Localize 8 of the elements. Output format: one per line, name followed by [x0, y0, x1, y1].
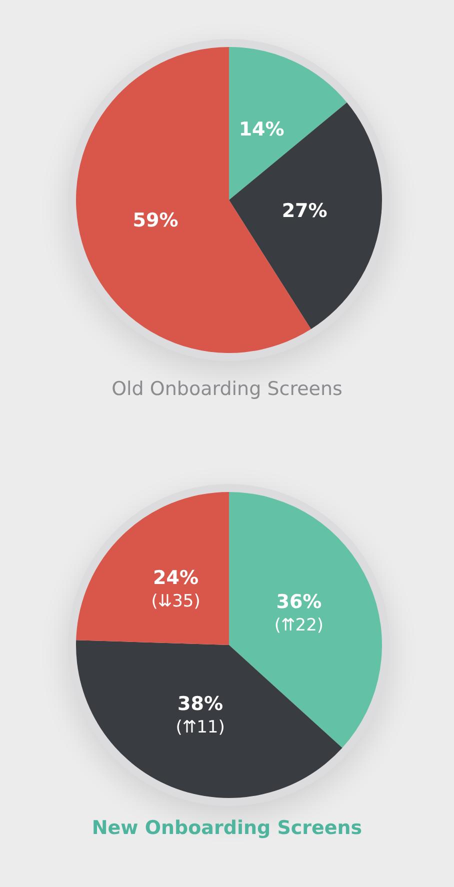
- data-label: 59%: [132, 209, 178, 232]
- text: New Onboarding Screens: [90, 817, 364, 839]
- text: Old Onboarding Screens: [110, 378, 344, 400]
- data-label: 27%: [282, 200, 328, 222]
- data-label: 24% (⇊35): [151, 566, 200, 612]
- data-label: 38% (⇈11): [176, 692, 225, 738]
- data-label: 36% (⇈22): [274, 590, 324, 636]
- data-label: 14%: [238, 118, 284, 141]
